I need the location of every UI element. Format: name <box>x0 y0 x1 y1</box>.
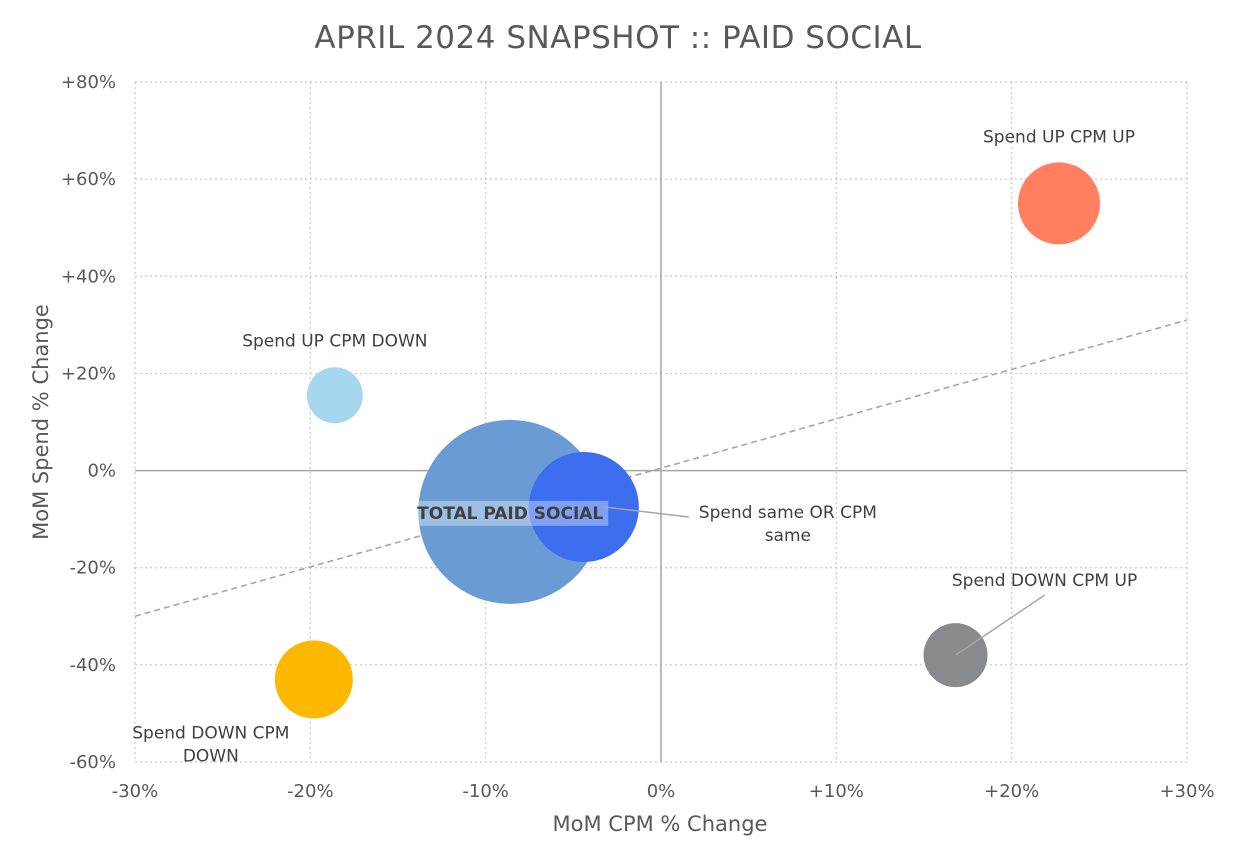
bubble-labels: TOTAL PAID SOCIAL Spend same OR CPM same Sp… <box>132 127 1137 766</box>
bubble-label: Spend same OR CPM same <box>699 503 877 546</box>
trendline-line <box>134 319 1188 618</box>
x-axis-label: MoM CPM % Change <box>553 812 768 836</box>
bubble-label: Spend DOWN CPM DOWN <box>132 723 289 766</box>
bubble <box>274 640 353 719</box>
x-tick-label: +30% <box>1159 781 1214 802</box>
bubble-label: TOTAL PAID SOCIAL <box>417 504 603 524</box>
x-tick-labels: -30% -20% -10% 0% +10% +20% +30% <box>112 781 1215 802</box>
bubbles <box>274 162 1101 719</box>
bubble <box>306 367 363 424</box>
y-tick-label: +60% <box>61 169 116 190</box>
y-axis-label: MoM Spend % Change <box>29 304 53 540</box>
zero-axes <box>135 82 1187 762</box>
y-tick-label: 0% <box>87 461 116 482</box>
bubble-label: Spend UP CPM UP <box>983 127 1135 147</box>
bubble-label: Spend UP CPM DOWN <box>242 331 427 351</box>
y-tick-label: -20% <box>69 558 116 579</box>
trendline <box>134 319 1188 618</box>
y-tick-label: -60% <box>69 752 116 773</box>
x-tick-label: +20% <box>984 781 1039 802</box>
bubble-label: Spend DOWN CPM UP <box>952 571 1137 591</box>
bubble <box>528 452 639 562</box>
y-tick-label: +80% <box>61 72 116 93</box>
label-leader-line <box>955 594 1045 656</box>
x-tick-label: -30% <box>112 781 159 802</box>
y-tick-label: +20% <box>61 363 116 384</box>
chart-title: APRIL 2024 SNAPSHOT :: PAID SOCIAL <box>314 20 922 56</box>
label-leader-line <box>603 506 689 518</box>
x-tick-label: 0% <box>647 781 676 802</box>
y-tick-labels: +80% +60% +40% +20% 0% -20% -40% -60% <box>61 72 116 773</box>
label-background <box>412 500 609 526</box>
y-tick-label: +40% <box>61 266 116 287</box>
x-tick-label: +10% <box>809 781 864 802</box>
y-tick-label: -40% <box>69 655 116 676</box>
x-tick-label: -10% <box>462 781 509 802</box>
bubble <box>1018 162 1101 245</box>
x-tick-label: -20% <box>287 781 334 802</box>
